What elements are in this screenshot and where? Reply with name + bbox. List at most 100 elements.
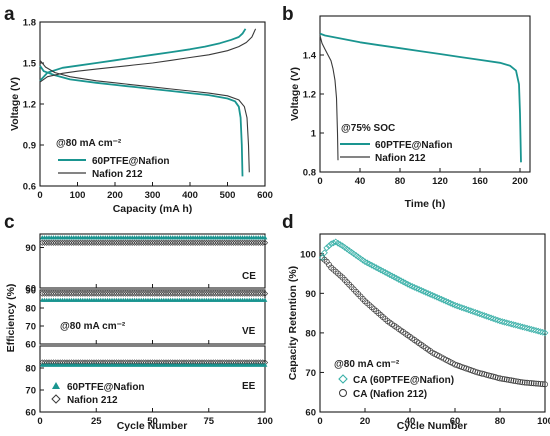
data-marker-ca-nafion	[474, 369, 481, 376]
data-marker-ca-nafion	[490, 373, 497, 380]
data-marker-nafion	[115, 239, 122, 246]
data-marker-nafion	[237, 290, 244, 297]
data-marker-nafion	[241, 239, 248, 246]
data-marker-nafion	[165, 239, 172, 246]
panel-a-xtick-label: 600	[257, 190, 273, 201]
legend-label-60ptfe: 60PTFE@Nafion	[375, 140, 453, 151]
data-marker-nafion	[185, 290, 192, 297]
data-marker-ca-60ptfe	[467, 307, 475, 315]
data-marker-ca-nafion	[494, 374, 501, 381]
data-marker-nafion	[149, 239, 156, 246]
panel-a-ylabel: Voltage (V)	[9, 77, 21, 131]
data-marker-nafion	[108, 239, 116, 246]
data-marker-nafion	[201, 239, 208, 246]
data-marker-ca-nafion	[510, 377, 517, 384]
legend-marker-triangle	[52, 382, 60, 389]
data-marker-ca-60ptfe	[528, 325, 535, 333]
data-marker-ca-nafion	[521, 379, 528, 386]
data-marker-ca-60ptfe	[507, 320, 515, 328]
data-marker-ca-60ptfe	[476, 310, 484, 318]
panel-c-ce-ytick-label: 90	[25, 243, 36, 254]
data-marker-nafion	[66, 239, 73, 246]
panel-c-ee-ytick-label: 80	[25, 364, 36, 375]
legend-label-60ptfe: 60PTFE@Nafion	[67, 382, 145, 393]
data-marker-60ptfe	[262, 235, 268, 240]
data-marker-nafion	[257, 239, 264, 246]
data-marker-nafion	[122, 239, 129, 246]
panel-c-ce-ytick-label: 60	[25, 284, 36, 295]
data-marker-ca-nafion	[506, 377, 512, 383]
legend-label-ca-60ptfe: CA (60PTFE@Nafion)	[353, 375, 454, 386]
panel-b-xtick-label: 80	[395, 176, 406, 187]
panel-a-note: @80 mA cm⁻²	[56, 138, 122, 149]
data-marker-nafion	[221, 290, 228, 297]
data-marker-nafion	[115, 290, 122, 297]
data-marker-nafion	[140, 290, 147, 297]
panel-c-ve-ytick-label: 80	[25, 304, 36, 315]
data-marker-nafion	[261, 290, 269, 297]
data-marker-ca-60ptfe	[501, 318, 508, 326]
panel-a: a Capacity (mA h) Voltage (V) @80 mA cm⁻…	[4, 4, 273, 215]
data-marker-ca-nafion	[492, 374, 499, 381]
data-marker-ca-60ptfe	[510, 321, 517, 328]
panel-c-ee-label: EE	[242, 381, 256, 392]
data-marker-ca-60ptfe	[453, 302, 461, 310]
data-marker-ca-nafion	[517, 378, 524, 385]
data-marker-nafion	[183, 239, 190, 246]
data-marker-nafion	[104, 239, 111, 246]
panel-c-ee-xtick-label: 50	[147, 416, 158, 427]
data-marker-nafion	[250, 290, 257, 297]
data-marker-nafion	[192, 239, 199, 246]
data-marker-nafion	[187, 239, 194, 246]
data-marker-60ptfe	[262, 297, 268, 302]
data-marker-nafion	[70, 290, 77, 297]
data-marker-nafion	[68, 239, 75, 246]
data-marker-nafion	[257, 290, 264, 297]
data-marker-nafion	[106, 290, 113, 297]
data-marker-ca-60ptfe	[474, 309, 481, 317]
data-marker-nafion	[113, 239, 120, 246]
data-marker-nafion	[158, 239, 165, 246]
data-marker-nafion	[147, 239, 154, 246]
data-marker-nafion	[117, 290, 125, 297]
panel-a-letter: a	[4, 4, 15, 25]
data-marker-nafion	[54, 239, 62, 246]
data-marker-nafion	[196, 290, 203, 297]
data-marker-nafion	[54, 290, 62, 297]
legend-label-ca-nafion: CA (Nafion 212)	[353, 389, 427, 400]
data-marker-nafion	[39, 290, 46, 297]
panel-b-xtick-label: 40	[355, 176, 366, 187]
data-marker-nafion	[187, 290, 194, 297]
data-marker-ca-60ptfe	[465, 306, 472, 314]
data-marker-nafion	[156, 239, 163, 246]
data-marker-ca-nafion	[542, 381, 548, 388]
panel-d-letter: d	[282, 212, 294, 233]
data-marker-nafion	[111, 290, 118, 297]
data-marker-nafion	[97, 290, 104, 297]
data-marker-nafion	[203, 290, 210, 297]
panel-c-ee-xtick-label: 25	[91, 416, 102, 427]
panel-b-xlabel: Time (h)	[405, 198, 446, 210]
panel-c-ee-xtick-label: 0	[37, 416, 42, 427]
data-marker-ca-60ptfe	[494, 316, 502, 324]
data-marker-nafion	[131, 290, 138, 297]
data-marker-nafion	[180, 239, 188, 246]
data-marker-nafion	[178, 290, 185, 297]
data-marker-nafion	[225, 290, 233, 297]
data-marker-nafion	[158, 290, 165, 297]
data-marker-nafion	[50, 290, 57, 297]
data-marker-nafion	[133, 239, 140, 246]
panel-b-legend: 60PTFE@Nafion Nafion 212	[340, 140, 453, 164]
data-marker-nafion	[142, 239, 149, 246]
data-marker-nafion	[153, 290, 161, 297]
data-marker-nafion	[52, 290, 59, 297]
legend-label-60ptfe: 60PTFE@Nafion	[92, 156, 170, 167]
data-marker-nafion	[129, 290, 136, 297]
data-marker-nafion	[214, 290, 221, 297]
data-marker-nafion	[207, 239, 215, 246]
data-marker-ca-60ptfe	[330, 239, 337, 247]
data-marker-nafion	[205, 239, 212, 246]
data-marker-nafion	[95, 290, 102, 297]
data-marker-nafion	[93, 290, 100, 297]
